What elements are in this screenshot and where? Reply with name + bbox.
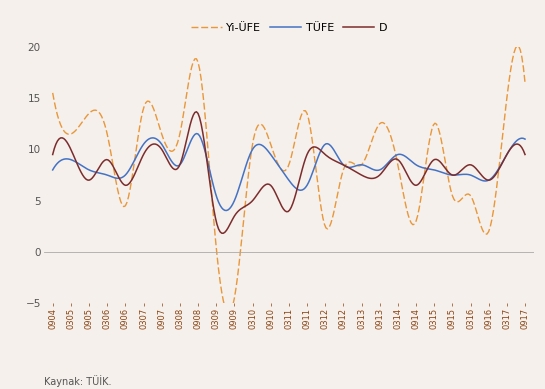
Yi-ÜFE [50, 91, 56, 95]
TÜFE [51, 165, 58, 170]
TÜFE [481, 179, 487, 183]
D [51, 146, 58, 151]
Yi-ÜFE [449, 193, 456, 198]
D [193, 109, 199, 114]
Text: Kaynak: TÜİK.: Kaynak: TÜİK. [44, 375, 111, 387]
Yi-ÜFE [332, 202, 339, 207]
Yi-ÜFE [340, 168, 347, 172]
TÜFE [223, 208, 230, 213]
Yi-ÜFE [479, 227, 486, 232]
TÜFE [332, 150, 339, 155]
TÜFE [334, 153, 340, 158]
Line: Yi-ÜFE: Yi-ÜFE [53, 46, 525, 313]
TÜFE [522, 137, 528, 142]
Line: TÜFE: TÜFE [53, 133, 525, 210]
Yi-ÜFE [514, 44, 520, 48]
D [451, 173, 457, 177]
D [342, 163, 348, 168]
TÜFE [50, 168, 56, 172]
Yi-ÜFE [225, 311, 231, 315]
D [332, 159, 339, 163]
TÜFE [193, 131, 199, 136]
TÜFE [451, 173, 457, 177]
Yi-ÜFE [331, 210, 337, 214]
TÜFE [342, 164, 348, 168]
D [522, 152, 528, 157]
D [334, 159, 340, 164]
Yi-ÜFE [51, 99, 58, 104]
D [220, 231, 227, 236]
Legend: Yi-ÜFE, TÜFE, D: Yi-ÜFE, TÜFE, D [186, 19, 391, 38]
D [50, 152, 56, 157]
D [481, 175, 487, 180]
Line: D: D [53, 112, 525, 233]
Yi-ÜFE [522, 80, 528, 85]
